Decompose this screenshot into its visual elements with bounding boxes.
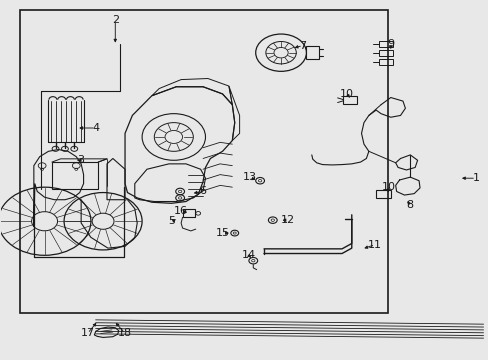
Text: 1: 1 — [471, 173, 479, 183]
Text: 7: 7 — [299, 41, 306, 50]
Text: 5: 5 — [167, 216, 175, 226]
Text: 9: 9 — [386, 39, 393, 49]
Text: 16: 16 — [173, 206, 187, 216]
Text: 18: 18 — [118, 328, 132, 338]
Bar — [182, 210, 194, 217]
Bar — [306, 46, 318, 59]
Text: 4: 4 — [92, 123, 99, 133]
Bar — [378, 41, 392, 47]
Text: 3: 3 — [78, 155, 84, 165]
Text: 17: 17 — [80, 328, 94, 338]
Bar — [52, 162, 98, 189]
Text: 10: 10 — [381, 182, 394, 192]
Text: 13: 13 — [242, 172, 256, 183]
Bar — [20, 10, 387, 313]
Bar — [378, 50, 392, 56]
Text: 6: 6 — [199, 186, 206, 197]
Bar — [378, 59, 392, 65]
Text: 12: 12 — [281, 215, 295, 225]
Bar — [375, 190, 390, 198]
Text: 2: 2 — [111, 15, 119, 26]
Text: 10: 10 — [339, 89, 353, 99]
Text: 11: 11 — [367, 239, 382, 249]
Text: 14: 14 — [241, 250, 255, 260]
Text: 8: 8 — [406, 200, 413, 210]
Bar — [343, 96, 356, 104]
Text: 15: 15 — [216, 228, 229, 238]
